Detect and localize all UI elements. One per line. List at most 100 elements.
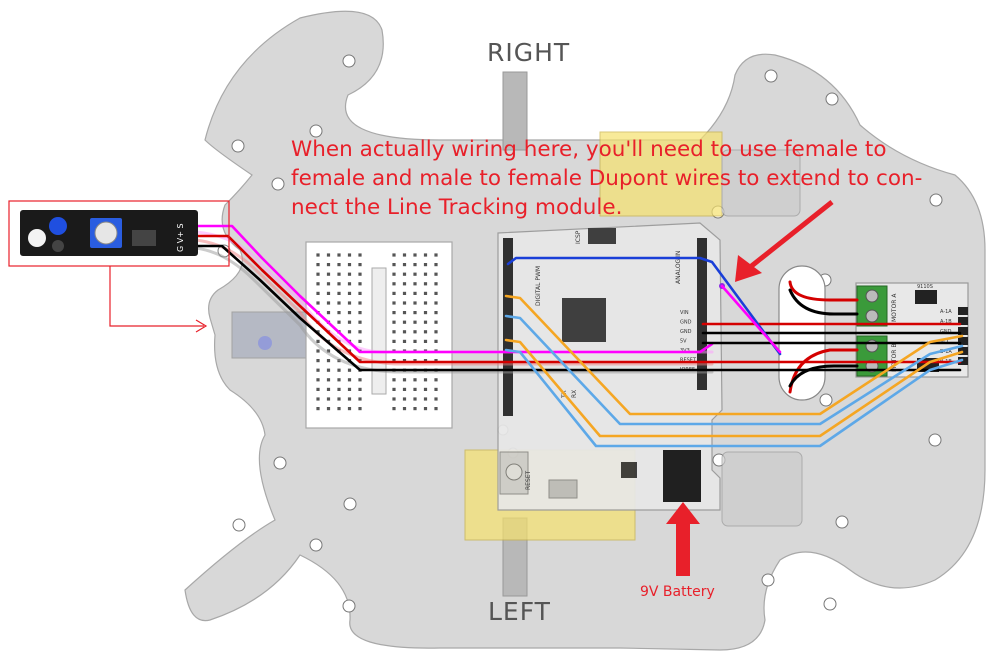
breadboard-hole — [326, 253, 331, 257]
breadboard-hole — [423, 330, 428, 334]
breadboard-hole — [434, 339, 438, 343]
driver-pin — [958, 317, 968, 325]
breadboard-hole — [358, 282, 362, 286]
breadboard-hole — [347, 368, 352, 372]
potentiometer-knob — [94, 221, 118, 245]
icsp-label: ICSP — [575, 230, 582, 244]
breadboard-hole — [337, 378, 341, 382]
breadboard-hole — [337, 272, 341, 276]
breadboard-hole — [347, 291, 352, 295]
mount-hole — [309, 538, 323, 552]
motor-lead-black — [788, 288, 859, 316]
breadboard-hole — [316, 301, 320, 305]
breadboard-hole — [392, 387, 396, 391]
sensor-receiver — [49, 217, 67, 235]
battery-arrow-icon — [676, 520, 690, 576]
mount-hole — [342, 54, 356, 68]
breadboard-hole — [347, 311, 352, 315]
breadboard-hole — [423, 282, 428, 286]
breadboard-hole — [402, 263, 407, 267]
right-label: RIGHT — [487, 38, 571, 67]
breadboard-hole — [434, 407, 438, 411]
breadboard-hole — [413, 301, 417, 305]
breadboard-hole — [347, 263, 352, 267]
breadboard-hole — [316, 349, 320, 353]
wire-gnd-black — [194, 244, 962, 372]
driver-pin — [958, 337, 968, 345]
driver-chip-a — [915, 290, 937, 304]
right-motor-body — [599, 131, 723, 217]
mount-hole — [929, 193, 943, 207]
motor-lead-red — [788, 280, 859, 302]
wiring-note-line: nect the Line Tracking module. — [291, 195, 623, 220]
breadboard-hole — [347, 301, 352, 305]
breadboard-hole — [402, 397, 407, 401]
breadboard-hole — [392, 311, 396, 315]
mount-hole — [309, 124, 323, 138]
digital-header — [503, 238, 513, 416]
breadboard-hole — [358, 272, 362, 276]
breadboard-hole — [392, 407, 396, 411]
breadboard-hole — [434, 291, 438, 295]
breadboard-hole — [326, 272, 331, 276]
driver-pin-label: A-1B — [940, 319, 952, 325]
reset-label: RESET — [525, 470, 532, 490]
breadboard-hole — [434, 330, 438, 334]
breadboard-hole — [316, 263, 320, 267]
breadboard-hole — [392, 378, 396, 382]
breadboard-hole — [423, 272, 428, 276]
power-pin-label: GND — [680, 320, 692, 326]
breadboard-hole — [337, 263, 341, 267]
reset-button[interactable] — [505, 463, 523, 481]
sensor-mount-eye — [258, 336, 272, 350]
breadboard-hole — [402, 272, 407, 276]
breadboard-hole — [347, 272, 352, 276]
power-jack — [663, 450, 701, 502]
breadboard-hole — [316, 272, 320, 276]
breadboard-hole — [358, 253, 362, 257]
mount-hole — [231, 139, 245, 153]
breadboard-hole — [326, 368, 331, 372]
driver-pin-label: B-1A — [940, 349, 952, 355]
breadboard-hole — [337, 320, 341, 324]
callout-arrowhead-icon — [195, 319, 208, 333]
breadboard-hole — [413, 387, 417, 391]
breadboard-hole — [423, 339, 428, 343]
wiring-note-line: female and male to female Dupont wires t… — [291, 166, 923, 191]
motor-b-label: MOTOR B — [891, 344, 898, 372]
breadboard-hole — [392, 320, 396, 324]
breadboard-hole — [423, 387, 428, 391]
power-header — [697, 238, 707, 390]
breadboard-hole — [402, 282, 407, 286]
breadboard-hole — [413, 282, 417, 286]
breadboard-hole — [413, 253, 417, 257]
mount-hole — [835, 515, 849, 529]
breadboard-hole — [413, 272, 417, 276]
wire-signal-magenta — [194, 224, 714, 354]
breadboard-hole — [358, 407, 362, 411]
driver-pin — [958, 327, 968, 335]
breadboard-hole — [413, 378, 417, 382]
breadboard-hole — [326, 291, 331, 295]
breadboard-hole — [413, 339, 417, 343]
breadboard-hole — [347, 282, 352, 286]
right-motor-can — [721, 149, 801, 217]
breadboard-hole — [413, 291, 417, 295]
breadboard-hole — [392, 282, 396, 286]
breadboard-hole — [347, 330, 352, 334]
breadboard-hole — [392, 301, 396, 305]
breadboard-hole — [434, 282, 438, 286]
breadboard-hole — [326, 397, 331, 401]
breadboard-hole — [337, 407, 341, 411]
driver-pin — [958, 357, 968, 365]
breadboard-hole — [423, 301, 428, 305]
breadboard-hole — [326, 378, 331, 382]
breadboard-hole — [413, 359, 417, 363]
breadboard-hole — [337, 291, 341, 295]
breadboard-hole — [402, 378, 407, 382]
breadboard-hole — [347, 397, 352, 401]
icsp-header — [588, 228, 616, 244]
terminal-screw — [865, 289, 879, 303]
mount-hole — [819, 393, 833, 407]
